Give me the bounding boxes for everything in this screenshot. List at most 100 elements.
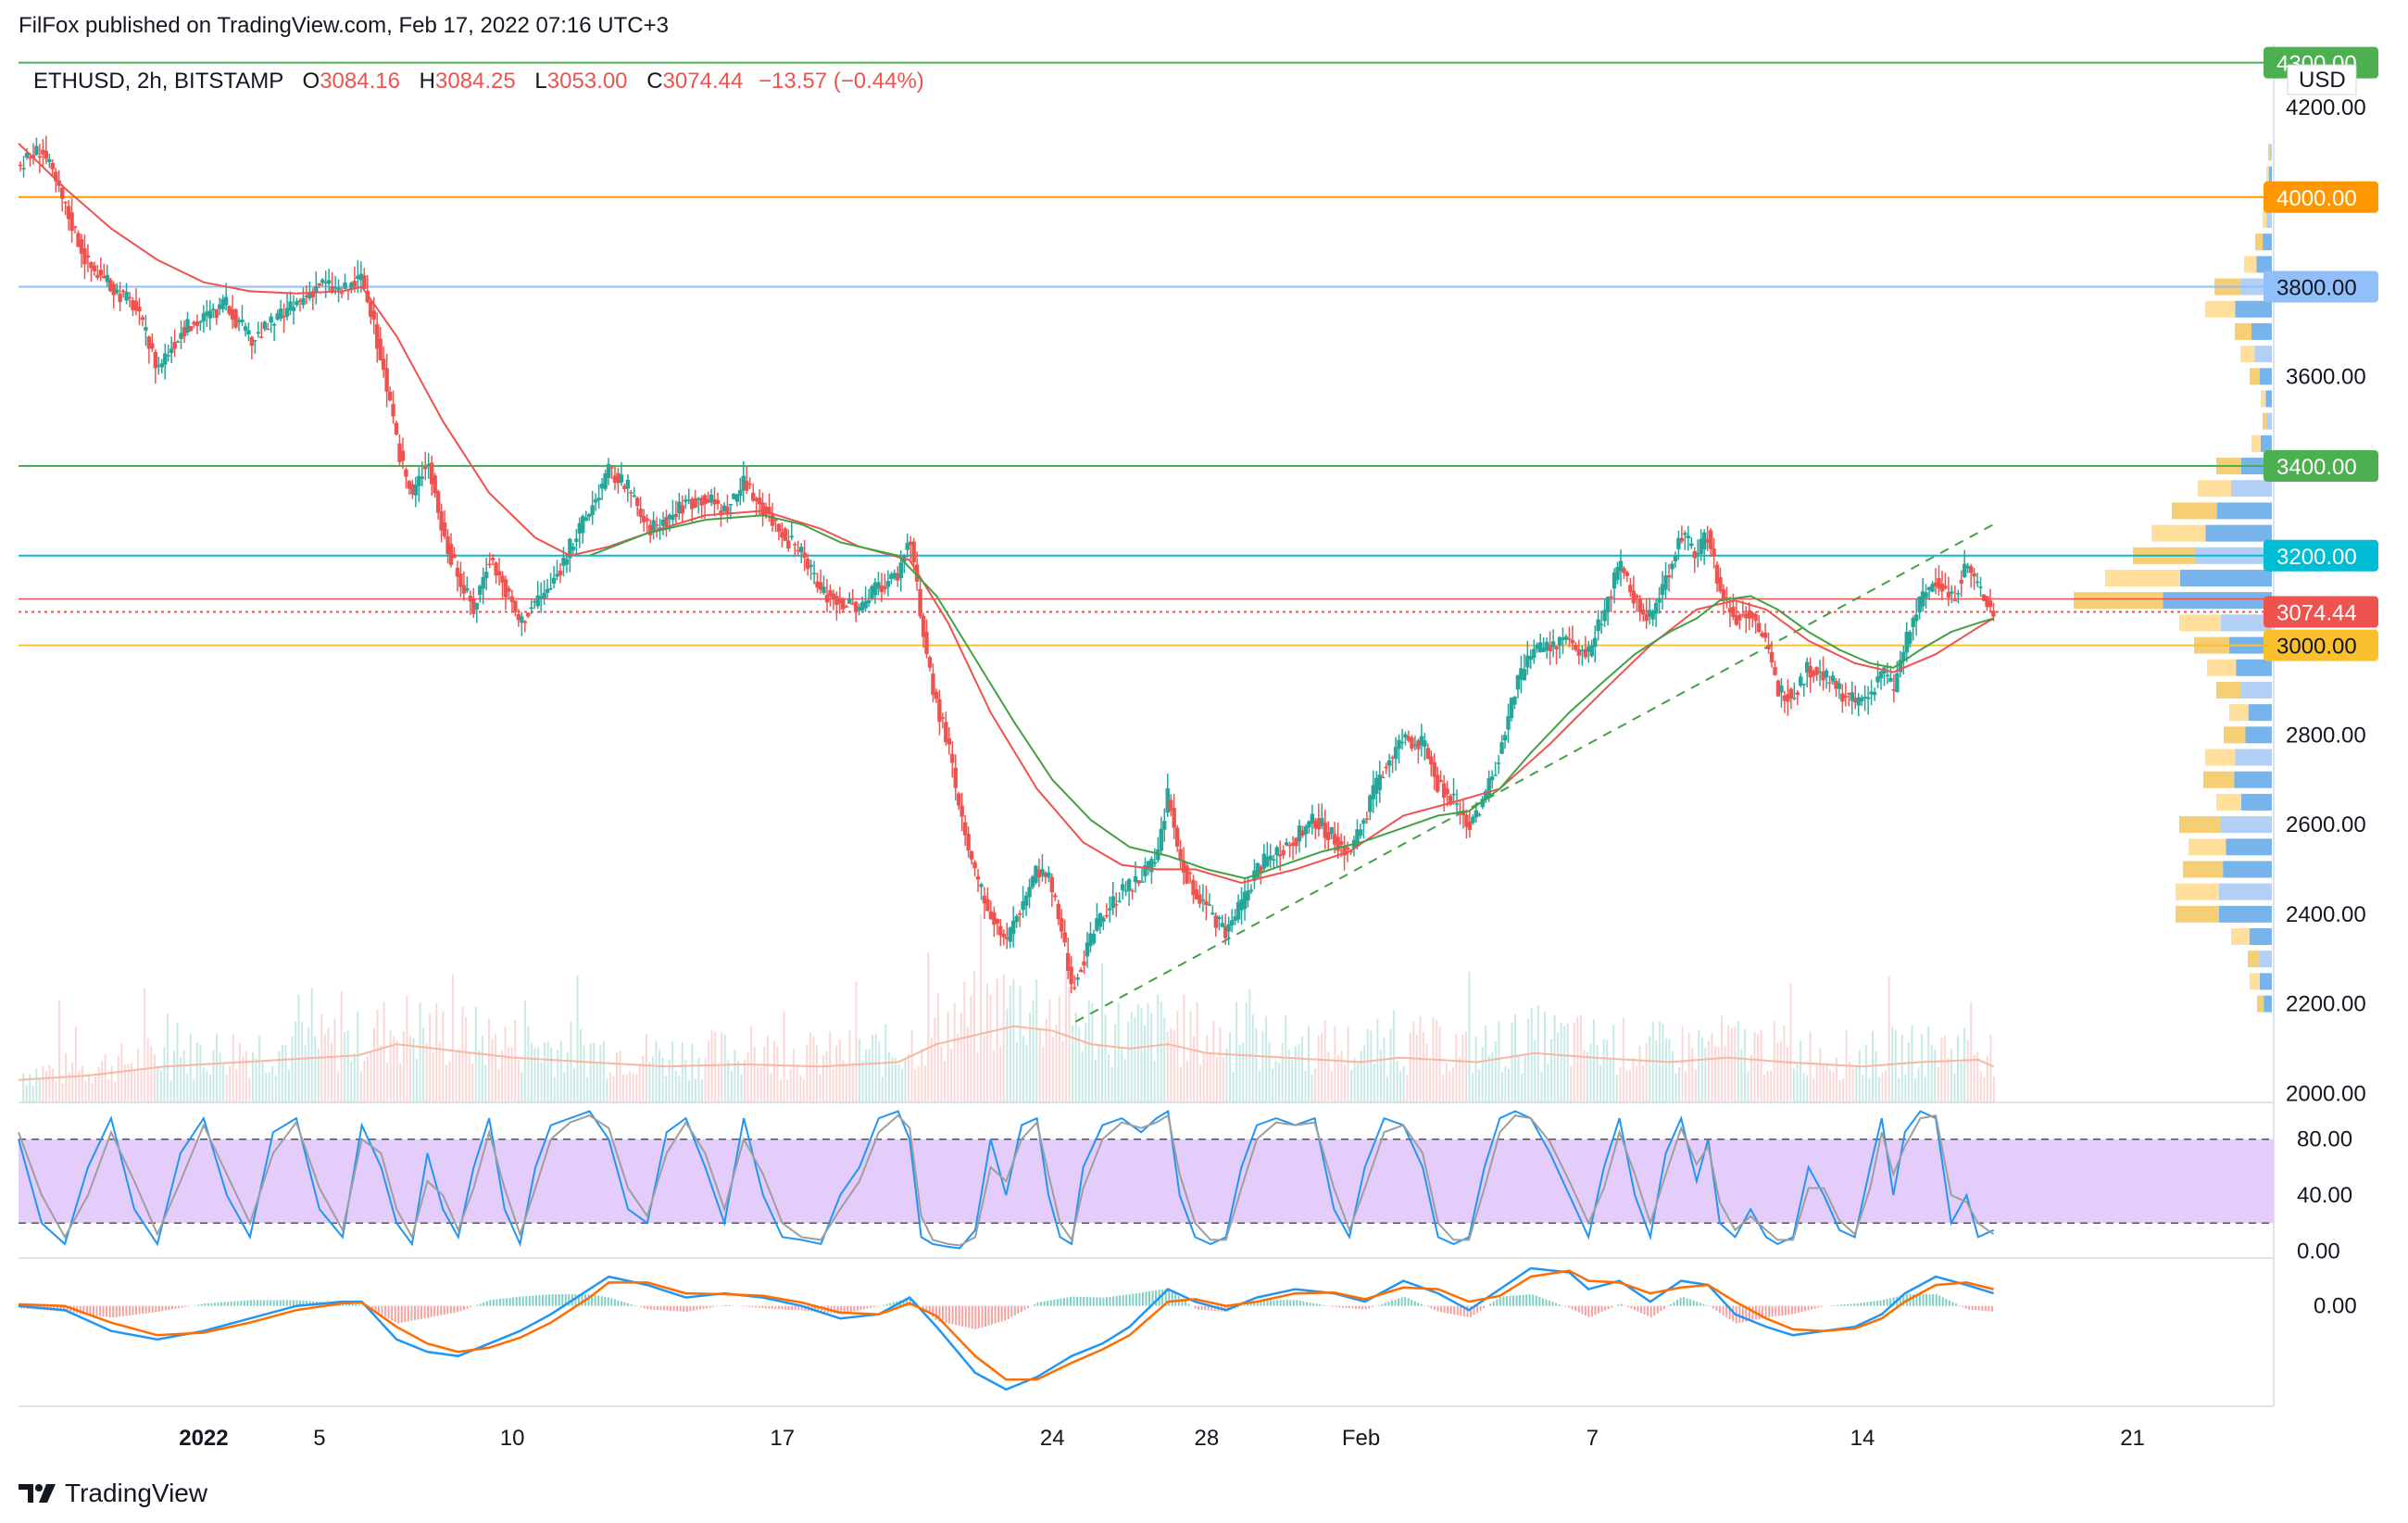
volume-bar bbox=[1714, 1046, 1717, 1102]
macd-histogram-bar bbox=[1892, 1297, 1895, 1306]
volume-bar bbox=[730, 1070, 733, 1102]
volume-bar bbox=[1379, 1049, 1382, 1102]
volume-bar bbox=[1921, 1034, 1924, 1102]
volume-bar bbox=[372, 1028, 375, 1102]
volume-bar bbox=[622, 1074, 625, 1102]
macd-line bbox=[18, 1266, 1994, 1391]
volume-bar bbox=[1766, 1070, 1769, 1102]
volume-bar bbox=[1550, 1038, 1553, 1102]
candle-body bbox=[474, 602, 479, 610]
candle-body bbox=[1696, 552, 1700, 555]
candle-body bbox=[1261, 853, 1267, 869]
volume-bar bbox=[734, 1049, 736, 1102]
macd-histogram-bar bbox=[1971, 1305, 1974, 1310]
macd-histogram-bar bbox=[817, 1305, 820, 1313]
candle-body bbox=[1653, 602, 1659, 614]
macd-histogram-bar bbox=[1089, 1297, 1092, 1306]
price-level-tag bbox=[2264, 539, 2378, 572]
macd-histogram-bar bbox=[666, 1305, 669, 1311]
candle-body bbox=[1023, 895, 1029, 906]
candle-body bbox=[1808, 666, 1812, 678]
volume-bar bbox=[1478, 1069, 1481, 1102]
candle-body bbox=[1609, 596, 1613, 598]
macd-histogram-bar bbox=[1256, 1300, 1259, 1306]
volume-bar bbox=[176, 1022, 179, 1102]
volume-bar bbox=[1989, 1034, 1992, 1102]
macd-histogram-bar bbox=[1633, 1305, 1636, 1311]
candle-body bbox=[931, 673, 935, 696]
candle-body bbox=[59, 187, 65, 199]
volume-bar bbox=[1737, 1021, 1739, 1102]
macd-histogram-bar bbox=[210, 1303, 213, 1306]
price-level-tag-label: 3400.00 bbox=[2276, 455, 2357, 480]
volume-profile-bar-sell bbox=[2268, 144, 2270, 161]
volume-bar bbox=[1760, 1029, 1762, 1102]
macd-histogram-bar bbox=[732, 1305, 734, 1306]
volume-bar bbox=[602, 1040, 605, 1102]
candle-body bbox=[433, 475, 437, 494]
macd-histogram-bar bbox=[745, 1305, 747, 1307]
macd-histogram-bar bbox=[1899, 1295, 1901, 1306]
macd-histogram-bar bbox=[1837, 1304, 1839, 1306]
volume-bar bbox=[1032, 1001, 1035, 1102]
volume-bar bbox=[406, 996, 408, 1102]
volume-bar bbox=[559, 1040, 562, 1102]
macd-histogram-bar bbox=[1364, 1305, 1367, 1310]
candle-body bbox=[870, 585, 874, 599]
macd-histogram-bar bbox=[1649, 1305, 1652, 1318]
macd-histogram-bar bbox=[308, 1301, 311, 1306]
macd-histogram-bar bbox=[1951, 1302, 1954, 1306]
candle-body bbox=[1441, 783, 1447, 799]
macd-histogram-bar bbox=[981, 1305, 984, 1328]
macd-histogram-bar bbox=[134, 1305, 137, 1315]
volume-bar bbox=[940, 1046, 943, 1102]
candle-body bbox=[979, 884, 984, 887]
macd-histogram-bar bbox=[302, 1300, 305, 1306]
volume-bar bbox=[537, 1047, 540, 1102]
volume-bar bbox=[1638, 1046, 1641, 1102]
low-label: L bbox=[534, 69, 547, 94]
macd-histogram-bar bbox=[397, 1305, 400, 1324]
candle-body bbox=[448, 544, 454, 565]
candle-body bbox=[323, 282, 328, 284]
volume-bar bbox=[553, 1076, 556, 1102]
macd-histogram-bar bbox=[348, 1303, 351, 1306]
volume-bar bbox=[1642, 1065, 1645, 1102]
volume-bar bbox=[1579, 1014, 1582, 1102]
candle-body bbox=[1587, 646, 1591, 652]
volume-bar bbox=[1442, 1075, 1445, 1102]
volume-bar bbox=[1783, 1026, 1786, 1102]
volume-bar bbox=[1012, 978, 1015, 1102]
volume-profile-bar-sell bbox=[2255, 233, 2264, 251]
macd-histogram-bar bbox=[436, 1305, 439, 1316]
candle-body bbox=[131, 300, 135, 310]
volume-bar bbox=[806, 1044, 809, 1102]
candle-body bbox=[1814, 667, 1819, 675]
volume-bar bbox=[1134, 1017, 1136, 1102]
macd-histogram-bar bbox=[230, 1301, 232, 1306]
macd-histogram-bar bbox=[1702, 1303, 1705, 1306]
macd-histogram-bar bbox=[1598, 1305, 1600, 1314]
candle-body bbox=[754, 497, 759, 502]
low-value: 3053.00 bbox=[546, 69, 628, 94]
candle-body bbox=[1053, 895, 1058, 898]
macd-histogram-bar bbox=[683, 1305, 685, 1312]
candle-body bbox=[1952, 599, 1958, 602]
macd-histogram-bar bbox=[1420, 1303, 1423, 1306]
volume-bar bbox=[1986, 1055, 1988, 1102]
volume-bar bbox=[1700, 1037, 1703, 1102]
macd-histogram-bar bbox=[725, 1304, 728, 1306]
time-tick-label: 14 bbox=[1850, 1426, 1875, 1451]
volume-bar bbox=[1140, 1007, 1143, 1102]
macd-histogram-bar bbox=[1866, 1302, 1869, 1306]
candle-body bbox=[1811, 671, 1816, 677]
volume-bar bbox=[759, 1066, 762, 1102]
macd-histogram-bar bbox=[1935, 1294, 1938, 1306]
candle-body bbox=[1519, 668, 1524, 680]
candle-body bbox=[490, 557, 495, 560]
candle-body bbox=[256, 332, 261, 334]
volume-bar bbox=[1983, 1076, 1986, 1102]
macd-histogram-bar bbox=[974, 1305, 977, 1329]
tradingview-brand[interactable]: TradingView bbox=[19, 1479, 207, 1508]
